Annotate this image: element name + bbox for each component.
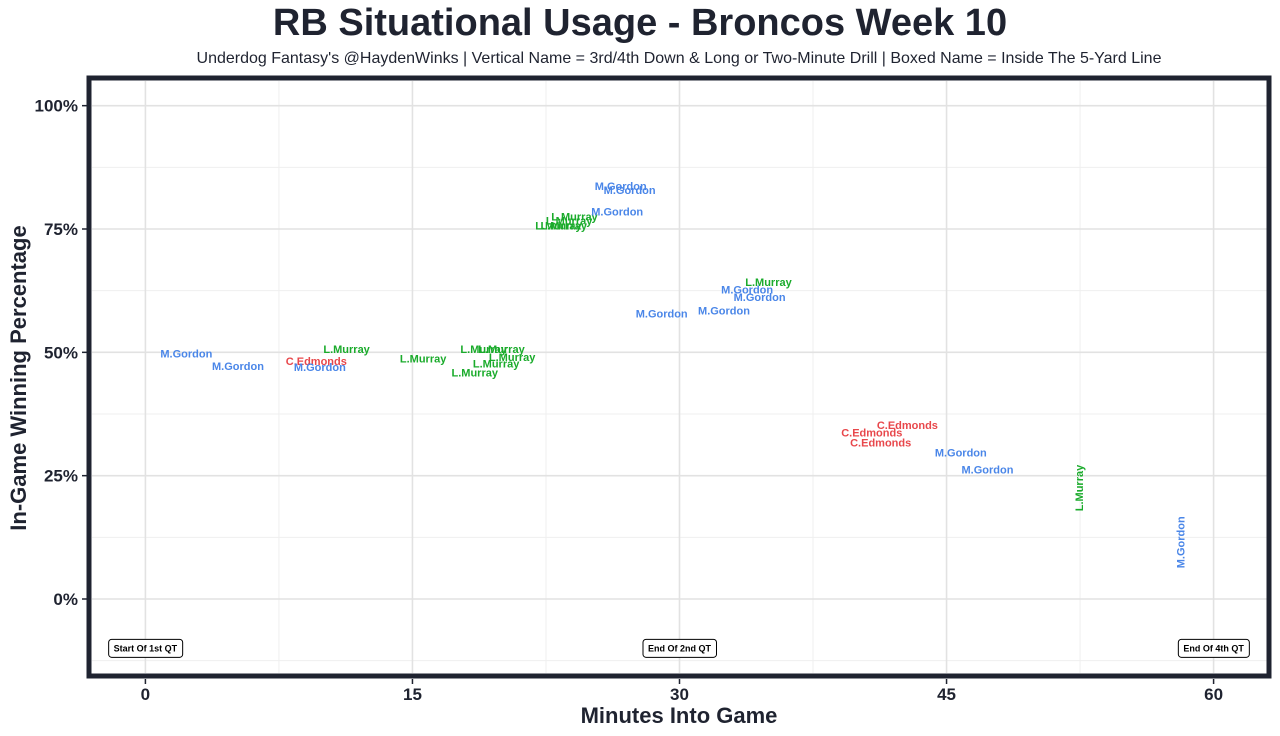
player-point-label: M.Gordon <box>721 285 773 297</box>
quarter-annotation-label: End Of 4th QT <box>1183 643 1244 653</box>
player-point-label: M.Gordon <box>1175 516 1187 568</box>
x-tick-label: 45 <box>937 685 956 704</box>
x-tick-label: 60 <box>1204 685 1223 704</box>
player-point-label: M.Gordon <box>212 361 264 373</box>
quarter-annotation: End Of 2nd QT <box>642 638 717 658</box>
grid-lines <box>92 81 1267 673</box>
player-point-label: L.Murray <box>1074 464 1086 511</box>
y-tick-label: 50% <box>44 343 78 362</box>
player-point-label: M.Gordon <box>604 185 656 197</box>
x-axis-ticks: 0 15 30 45 60 <box>141 679 1223 704</box>
player-point-label: L.Murray <box>535 220 582 232</box>
player-point-label: C.Edmonds <box>850 438 911 450</box>
y-tick-label: 0% <box>53 590 78 609</box>
player-point-label: L.Murray <box>541 220 588 232</box>
player-point-label: C.Edmonds <box>841 428 902 440</box>
player-point-label: L.Murray <box>452 367 499 379</box>
quarter-annotation-box <box>1177 638 1250 658</box>
player-point-label: M.Gordon <box>636 308 688 320</box>
player-point-label: M.Gordon <box>160 349 212 361</box>
player-point-label: M.Gordon <box>734 292 786 304</box>
quarter-annotation-label: Start Of 1st QT <box>114 643 178 653</box>
plot-frame <box>86 75 1272 679</box>
player-point-label: L.Murray <box>489 352 536 364</box>
y-tick-label: 100% <box>35 97 78 116</box>
player-point-label: M.Gordon <box>591 207 643 219</box>
player-point-label: M.Gordon <box>935 447 987 459</box>
player-point-label: L.Murray <box>745 277 792 289</box>
player-point-label: C.Edmonds <box>286 356 347 368</box>
quarter-annotation: Start Of 1st QT <box>108 638 184 658</box>
x-tick-label: 30 <box>670 685 689 704</box>
player-point-label: L.Murray <box>323 344 370 356</box>
x-tick-label: 15 <box>403 685 422 704</box>
quarter-annotation-box <box>108 638 184 658</box>
player-point-label: M.Gordon <box>698 305 750 317</box>
player-point-label: L.Murray <box>478 344 525 356</box>
quarter-annotation: End Of 4th QT <box>1177 638 1250 658</box>
player-point-label: L.Murray <box>473 359 520 371</box>
y-tick-label: 75% <box>44 220 78 239</box>
x-axis-title: Minutes Into Game <box>581 703 778 728</box>
player-point-label: C.Edmonds <box>877 420 938 432</box>
y-axis-ticks: 0% 25% 50% 75% 100% <box>35 97 87 609</box>
x-tick-label: 0 <box>141 685 150 704</box>
player-point-label: L.Murray <box>551 212 598 224</box>
player-point-label: L.Murray <box>460 344 507 356</box>
quarter-annotation-label: End Of 2nd QT <box>648 643 711 653</box>
player-point-label: L.Murray <box>400 354 447 366</box>
player-point-label: L.Murray <box>546 216 593 228</box>
chart-subtitle: Underdog Fantasy's @HaydenWinks | Vertic… <box>196 50 1162 67</box>
chart-title: RB Situational Usage - Broncos Week 10 <box>272 2 1008 44</box>
player-point-label: M.Gordon <box>294 362 346 374</box>
player-point-label: M.Gordon <box>962 465 1014 477</box>
quarter-annotation-box <box>642 638 717 658</box>
player-point-label: M.Gordon <box>595 181 647 193</box>
quarter-annotations: Start Of 1st QT End Of 2nd QT End Of 4th Q… <box>108 638 1250 658</box>
y-axis-title: In-Game Winning Percentage <box>6 225 31 530</box>
y-tick-label: 25% <box>44 467 78 486</box>
